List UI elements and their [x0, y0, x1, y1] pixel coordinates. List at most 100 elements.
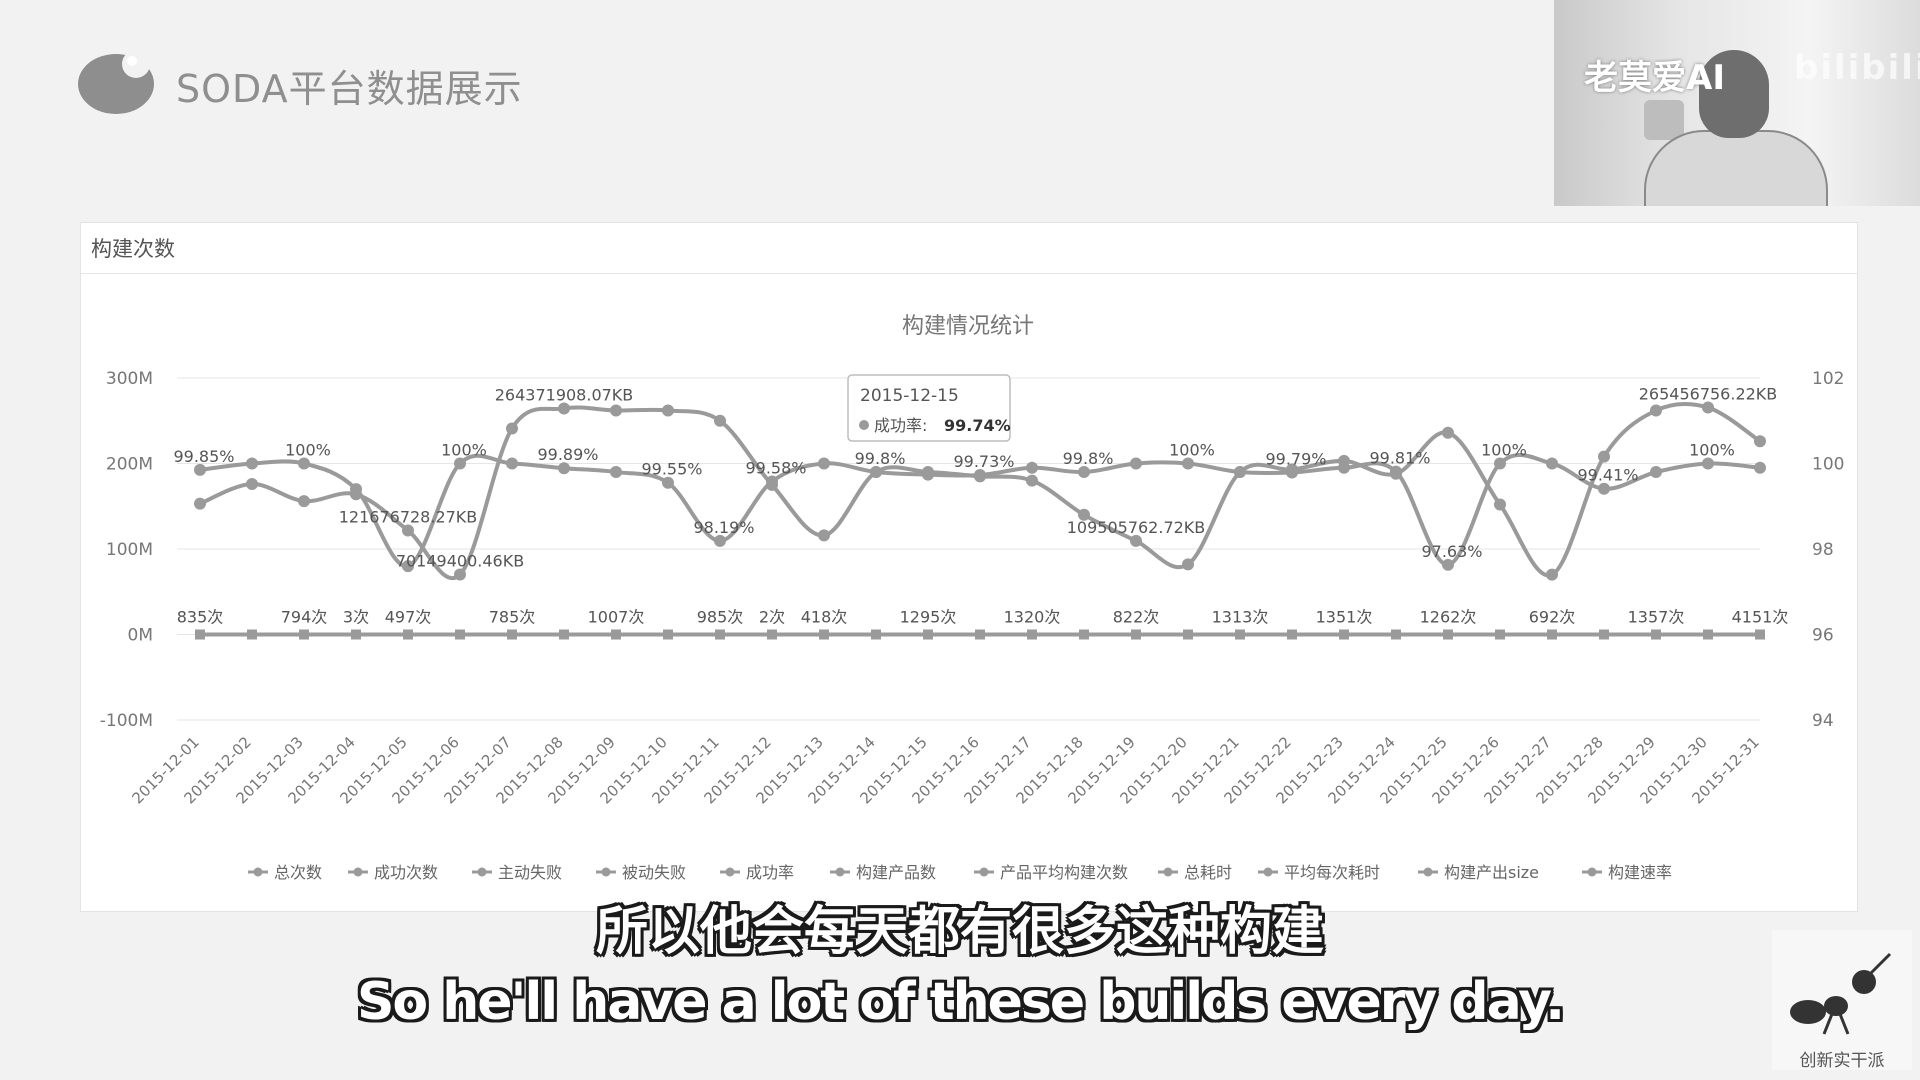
size-value-label: 109505762.72KB [1067, 518, 1206, 537]
series-point [1234, 466, 1246, 479]
series-point [923, 629, 933, 640]
series-point [1390, 465, 1402, 478]
series-point [1650, 466, 1662, 479]
build-stats-chart: 构建情况统计 300M 200M 100M 0M -100M 102 100 98 96 94 201… [100, 314, 1845, 882]
legend-item-label: 平均每次耗时 [1284, 863, 1380, 882]
webcam-overlay: 老莫爱AI bilibili [1554, 0, 1920, 206]
tooltip-date: 2015-12-15 [860, 386, 959, 406]
legend-marker-dot [1587, 867, 1597, 877]
series-point [559, 629, 569, 640]
series-point [610, 404, 622, 417]
series-point [715, 629, 725, 640]
series-point [1651, 629, 1661, 640]
rate-value-label: 100% [1481, 441, 1527, 460]
y-right-tick-label: 102 [1812, 369, 1844, 389]
ant-icon [1790, 952, 1892, 1035]
series-point [663, 629, 673, 640]
series-point [1494, 498, 1506, 511]
size-value-label: 265456756.22KB [1639, 385, 1778, 404]
series-point [1078, 508, 1090, 521]
series-point [1650, 404, 1662, 417]
legend-item-label: 总耗时 [1184, 863, 1232, 882]
series-point [403, 629, 413, 640]
legend-item-label: 构建产品数 [856, 863, 936, 882]
series-point [766, 475, 778, 488]
brand-logo: 创新实干派 [1772, 930, 1912, 1071]
series-line-2 [199, 452, 1761, 569]
legend-marker-dot [1263, 867, 1273, 877]
rate-value-label: 100% [1689, 441, 1735, 460]
count-value-label: 1313次 [1212, 607, 1269, 626]
series-point [1131, 629, 1141, 640]
series-point [1026, 461, 1038, 474]
rate-value-label: 100% [441, 441, 487, 460]
y-left-tick-label: -100M [100, 711, 153, 731]
count-value-label: 1357次 [1628, 607, 1685, 626]
rate-value-label: 99.73% [953, 452, 1014, 471]
chart-title: 构建情况统计 [902, 314, 1034, 339]
tooltip-box [847, 374, 1011, 442]
y-left-tick-label: 0M [128, 626, 153, 646]
webcam-label: 老莫爱AI [1584, 58, 1725, 98]
ant-leg [1822, 1013, 1834, 1035]
size-value-label: 264371908.07KB [495, 385, 634, 404]
count-value-label: 4151次 [1732, 607, 1789, 626]
series-point [351, 629, 361, 640]
count-value-label: 1320次 [1004, 607, 1061, 626]
series-point [870, 466, 882, 479]
rate-value-label: 99.58% [745, 458, 806, 477]
series-point [246, 478, 258, 491]
series-point [1130, 534, 1142, 547]
series-point [1286, 466, 1298, 479]
series-point [975, 629, 985, 640]
rate-value-label: 99.85% [173, 447, 234, 466]
series-point [195, 629, 205, 640]
count-value-label: 822次 [1113, 607, 1160, 626]
rate-value-label: 98.19% [693, 518, 754, 537]
series-point [298, 495, 310, 508]
series-point [714, 534, 726, 547]
series-point [1754, 461, 1766, 474]
series-point [558, 462, 570, 475]
count-value-label: 794次 [281, 607, 328, 626]
series-point [662, 404, 674, 417]
series-point [767, 629, 777, 640]
series-point [1546, 457, 1558, 470]
count-value-label: 985次 [697, 607, 744, 626]
series-point [1391, 629, 1401, 640]
legend-marker-dot [353, 867, 363, 877]
series-point [818, 457, 830, 470]
series-point [1598, 482, 1610, 495]
series-point [507, 629, 517, 640]
rate-value-label: 99.79% [1265, 449, 1326, 468]
y-left-tick-label: 100M [106, 540, 153, 560]
y-right-tick-label: 100 [1812, 455, 1844, 475]
series-point [194, 463, 206, 476]
legend-item-label: 成功次数 [374, 863, 438, 882]
size-value-label: 70149400.46KB [396, 552, 524, 571]
tooltip-series-name: 成功率: [874, 416, 927, 435]
legend-marker-dot [979, 867, 989, 877]
rate-value-label: 99.41% [1577, 466, 1638, 485]
legend-item-label: 构建产出size [1444, 863, 1539, 882]
subtitle-chinese: 所以他会每天都有很多这种构建 [595, 902, 1324, 962]
count-value-label: 1262次 [1420, 607, 1477, 626]
webcam-person-head [1699, 50, 1769, 138]
series-point [1702, 457, 1714, 470]
count-value-label: 692次 [1529, 607, 1576, 626]
series-point [1338, 461, 1350, 474]
ant-leg [1838, 1013, 1850, 1035]
series-point [818, 529, 830, 542]
series-point [1442, 558, 1454, 571]
series-point [299, 629, 309, 640]
app-title: SODA平台数据展示 [176, 67, 523, 111]
series-point [246, 457, 258, 470]
count-value-label: 785次 [489, 607, 536, 626]
rate-value-label: 100% [285, 441, 331, 460]
series-point [402, 524, 414, 537]
rate-value-label: 97.63% [1421, 542, 1482, 561]
series-point [1703, 629, 1713, 640]
series-point [454, 457, 466, 470]
series-point [506, 457, 518, 470]
series-point [1598, 450, 1610, 463]
